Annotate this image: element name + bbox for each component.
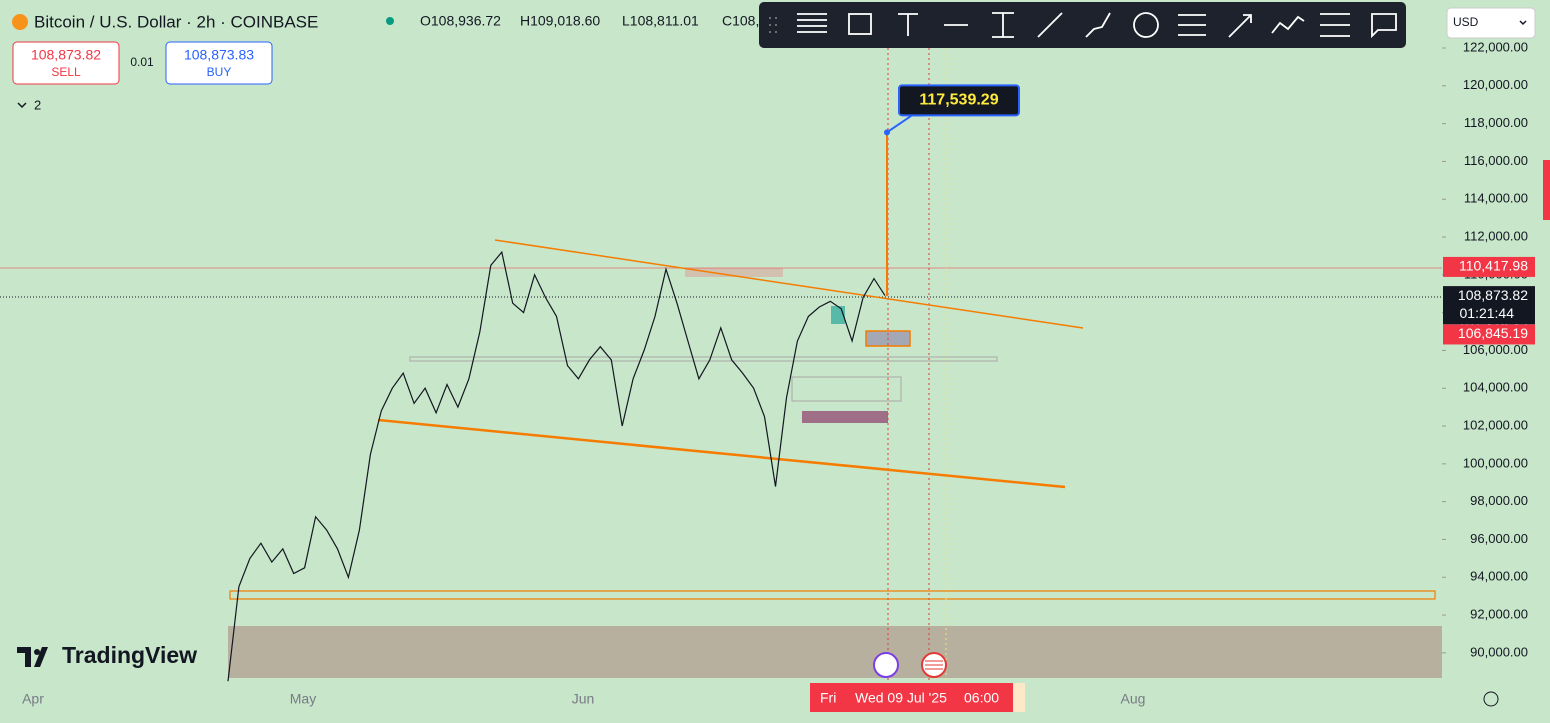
last-price-badge xyxy=(1443,286,1535,325)
dropdown-arrow xyxy=(1519,20,1527,26)
tool-icon[interactable] xyxy=(1037,12,1063,38)
tool-icon[interactable] xyxy=(848,13,872,35)
tool-icon[interactable] xyxy=(1178,14,1206,36)
logo-mark xyxy=(17,647,48,667)
y-tick-label: 102,000.00 xyxy=(1463,417,1528,432)
trendline xyxy=(494,239,1084,329)
price-line xyxy=(227,250,886,682)
indicator-count: 2 xyxy=(34,97,41,112)
x-tick-label: Apr xyxy=(22,691,44,707)
y-tick-label: 98,000.00 xyxy=(1470,493,1528,508)
spread: 0.01 xyxy=(130,55,154,69)
price-badge xyxy=(1443,324,1535,345)
currency: USD xyxy=(1453,15,1479,29)
tool-icon[interactable] xyxy=(1371,13,1397,39)
ohlc-value: O108,936.72 xyxy=(420,13,501,29)
y-tick-label: 96,000.00 xyxy=(1470,531,1528,546)
trendline xyxy=(377,418,1066,489)
tool-icon[interactable] xyxy=(1228,14,1252,38)
ohlc-value: H109,018.60 xyxy=(520,13,600,29)
price-badge xyxy=(1443,256,1535,277)
callout-box xyxy=(898,84,1020,117)
date-badge-date: Wed 09 Jul '25 xyxy=(855,690,947,706)
zone-box xyxy=(409,356,998,362)
price-plot xyxy=(227,132,888,682)
zone-box xyxy=(791,376,902,402)
logo-text: TradingView xyxy=(62,642,197,668)
y-tick-label: 94,000.00 xyxy=(1470,569,1528,584)
price-badge-label: 106,845.19 xyxy=(1458,325,1528,341)
currency-select[interactable] xyxy=(1446,7,1536,39)
x-tick-label: Aug xyxy=(1121,691,1146,707)
y-tick-label: 92,000.00 xyxy=(1470,606,1528,621)
sell-price: 108,873.82 xyxy=(31,47,101,63)
y-tick-label: 118,000.00 xyxy=(1464,115,1528,130)
tool-icon[interactable] xyxy=(1085,12,1111,38)
settings-icon[interactable] xyxy=(1483,691,1499,707)
drag-handle[interactable] xyxy=(769,17,777,33)
status-dot xyxy=(386,17,394,25)
tool-icon[interactable] xyxy=(992,12,1014,38)
y-tick-label: 90,000.00 xyxy=(1470,644,1528,659)
sell-button[interactable] xyxy=(12,41,120,85)
zone-box xyxy=(685,268,783,277)
tool-icon[interactable] xyxy=(1133,12,1159,38)
price-badge-label: 110,417.98 xyxy=(1459,258,1528,274)
time-axis: Apr May Jun Aug Fri Wed 09 Jul '25 06:00 xyxy=(22,683,1145,712)
symbol-title: Bitcoin / U.S. Dollar · 2h · COINBASE xyxy=(34,12,318,31)
tool-icon[interactable] xyxy=(1271,15,1305,34)
y-tick-label: 104,000.00 xyxy=(1463,380,1528,395)
date-badge-shade xyxy=(1013,683,1025,712)
toolbar-bg xyxy=(759,2,1406,48)
y-tick-label: 122,000.00 xyxy=(1463,39,1528,54)
logo-mark xyxy=(34,649,40,655)
date-badge xyxy=(810,683,1013,712)
y-tick-label: 116,000.00 xyxy=(1464,153,1528,168)
tool-icon[interactable] xyxy=(797,13,827,33)
support-zone xyxy=(228,626,1442,678)
collapse-chevron[interactable] xyxy=(17,102,27,109)
range-box xyxy=(229,590,1436,600)
coin-icon xyxy=(12,14,28,30)
y-tick-label: 112,000.00 xyxy=(1464,228,1528,243)
x-tick-label: May xyxy=(290,691,316,707)
last-price-label: 108,873.82 xyxy=(1458,287,1528,303)
side-tab[interactable] xyxy=(1543,160,1550,220)
date-badge-day: Fri xyxy=(820,690,836,706)
y-tick-label: 120,000.00 xyxy=(1463,77,1528,92)
flag-stripes xyxy=(925,660,943,670)
buy-label: BUY xyxy=(207,65,232,79)
ohlc-value: C108, xyxy=(722,13,759,29)
y-tick-label: 100,000.00 xyxy=(1463,455,1528,470)
y-tick-label: 114,000.00 xyxy=(1464,191,1528,206)
drawing-toolbar xyxy=(759,2,1406,48)
tool-icon[interactable] xyxy=(898,13,918,36)
event-icon[interactable] xyxy=(873,652,899,678)
y-tick-label: 106,000.00 xyxy=(1463,342,1528,357)
ohlc-value: L108,811.01 xyxy=(622,13,699,29)
x-tick-label: Jun xyxy=(572,691,595,707)
buy-price: 108,873.83 xyxy=(184,47,254,63)
callout-label: 117,539.29 xyxy=(919,92,998,109)
countdown: 01:21:44 xyxy=(1460,305,1515,321)
buy-button[interactable] xyxy=(165,41,273,85)
sell-label: SELL xyxy=(51,65,81,79)
zone-box xyxy=(802,411,888,423)
ohlc-row: O108,936.72 H109,018.60 L108,811.01 C108, xyxy=(420,13,759,29)
date-badge-time: 06:00 xyxy=(964,690,999,706)
tool-icon[interactable] xyxy=(1320,13,1350,37)
